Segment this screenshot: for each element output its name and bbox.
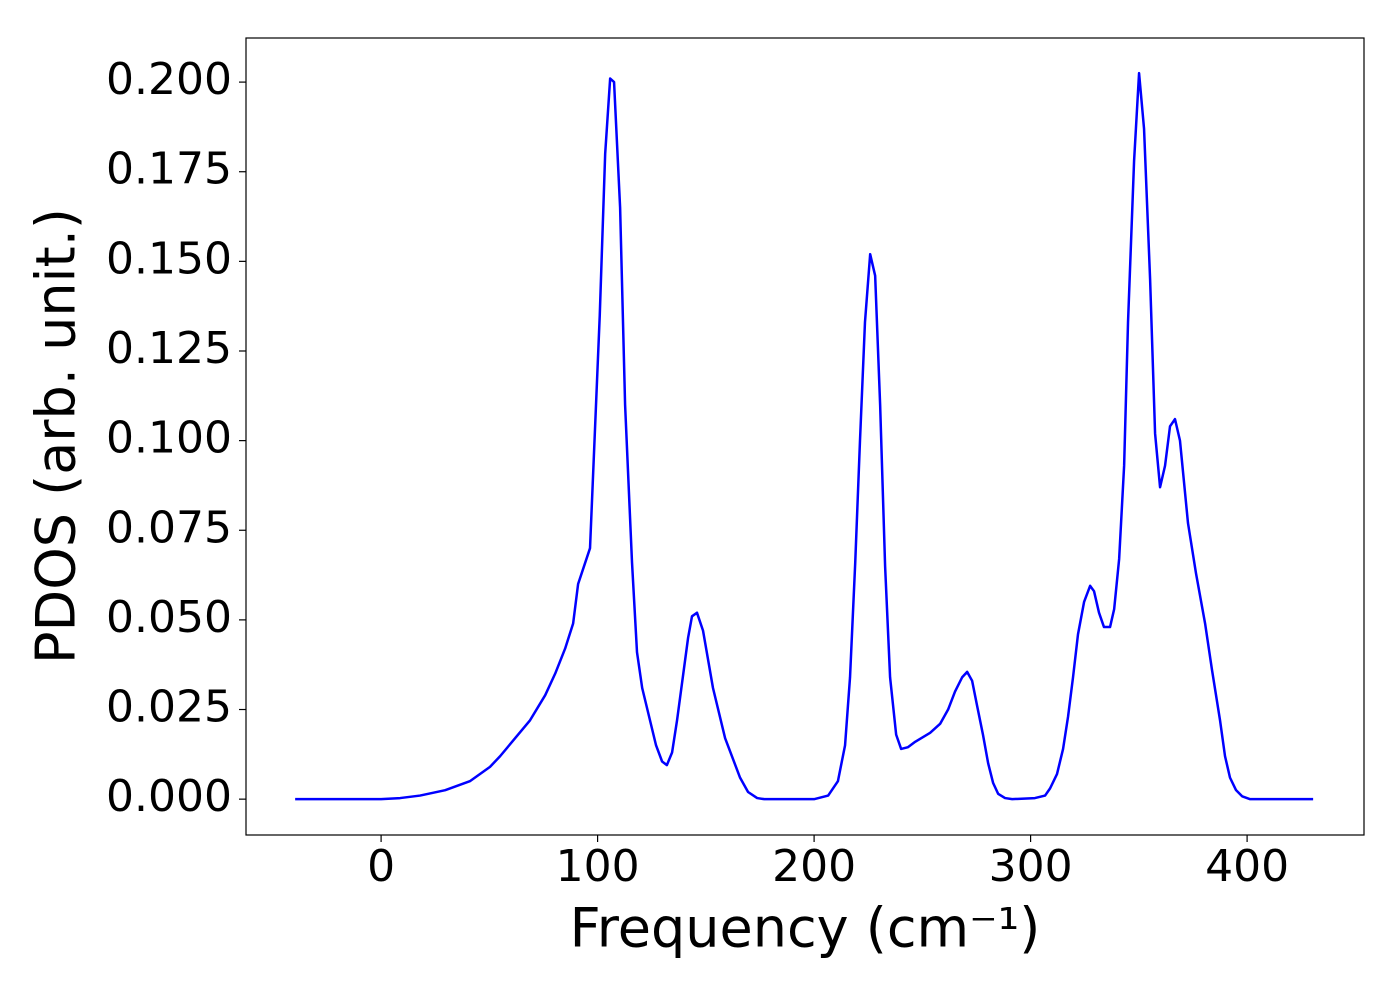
x-axis-label: Frequency (cm⁻¹) [570, 897, 1041, 960]
y-tick-label: 0.175 [106, 144, 232, 195]
y-tick-label: 0.000 [106, 771, 232, 822]
x-tick-label: 400 [1205, 841, 1289, 892]
y-tick-label: 0.050 [106, 592, 232, 643]
y-tick-label: 0.025 [106, 682, 232, 733]
pdos-line [295, 71, 1314, 801]
y-axis-label: PDOS (arb. unit.) [25, 208, 88, 664]
x-tick-label: 0 [367, 841, 395, 892]
y-tick-label: 0.125 [106, 323, 232, 374]
y-tick-label: 0.100 [106, 413, 232, 464]
y-tick-label: 0.075 [106, 502, 232, 553]
x-tick-label: 300 [989, 841, 1073, 892]
plot-frame [245, 37, 1365, 836]
x-tick-label: 200 [772, 841, 856, 892]
x-tick-label: 100 [556, 841, 640, 892]
y-tick-label: 0.150 [106, 233, 232, 284]
y-tick-label: 0.200 [106, 54, 232, 105]
